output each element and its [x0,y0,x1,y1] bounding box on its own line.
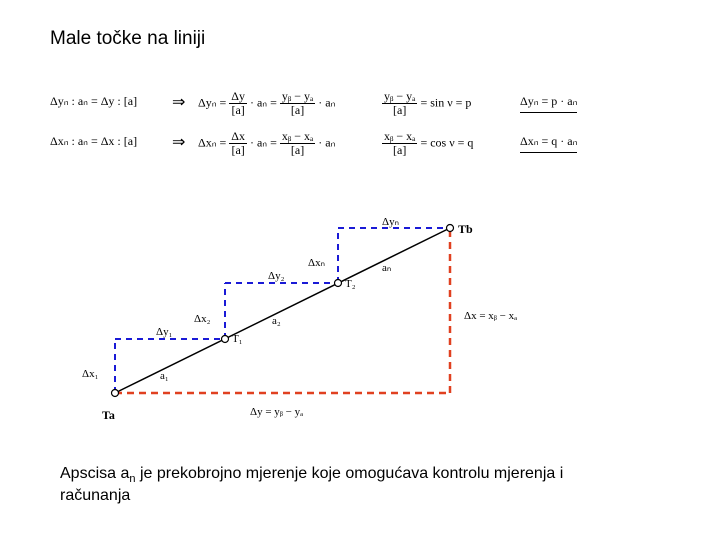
frac-den: [a] [229,104,247,117]
caption: Apscisa an je prekobrojno mjerenje koje … [60,464,620,507]
frac-num: yᵦ − yₐ [280,90,315,104]
diagram-label-Dx: Δx = xᵦ − xₐ [464,310,517,322]
frac-num: xᵦ − xₐ [382,130,417,144]
diagram-label-T1: T₁ [232,333,243,345]
frac-num: xᵦ − xₐ [280,130,315,144]
frac-den: [a] [280,104,315,117]
diagram-label-dy1: Δy₁ [156,326,172,338]
diagram-label-a2: a₂ [272,315,281,327]
eq-text: Δxₙ = [198,135,229,149]
eq-r2-cos: xᵦ − xₐ[a] = cos ν = q [382,130,473,157]
eq-text: = cos ν = q [420,135,473,149]
caption-p1: Apscisa a [60,465,129,482]
diagram: Ta Tb T₁ T₂ Δx₁ Δx₂ Δxₙ Δy₁ Δy₂ Δyₙ a₁ a₂ aₙ Δy = yᵦ … [60,198,580,428]
eq-r1-sin: yᵦ − yₐ[a] = sin ν = p [382,90,471,117]
eq-text: · aₙ = [250,135,280,149]
eq-r2-box: Δxₙ = q · aₙ [520,134,577,153]
frac-num: Δx [229,130,247,144]
frac-num: yᵦ − yₐ [382,90,417,104]
arrow-icon: ⇒ [172,92,185,112]
eq-r1-box: Δyₙ = p · aₙ [520,94,577,113]
equation-block: Δyₙ : aₙ = Δy : [a] ⇒ Δyₙ = Δy[a] · aₙ =… [50,90,670,170]
eq-text: · aₙ = [250,95,280,109]
page-title: Male točke na liniji [50,28,205,50]
frac-den: [a] [280,144,315,157]
page: Male točke na liniji Δyₙ : aₙ = Δy : [a]… [0,0,720,540]
eq-r2-mid: Δxₙ = Δx[a] · aₙ = xᵦ − xₐ[a] · aₙ [198,130,335,157]
diagram-label-Ta: Ta [102,408,115,423]
diagram-label-dy2: Δy₂ [268,270,284,282]
frac-den: [a] [382,144,417,157]
diagram-label-T2: T₂ [345,278,356,290]
frac-num: Δy [229,90,247,104]
diagram-label-dxn: Δxₙ [308,256,325,269]
eq-r1-lhs: Δyₙ : aₙ = Δy : [a] [50,94,137,109]
eq-text: · aₙ [318,135,335,149]
eq-r1-mid: Δyₙ = Δy[a] · aₙ = yᵦ − yₐ[a] · aₙ [198,90,335,117]
arrow-icon: ⇒ [172,132,185,152]
diagram-label-dyn: Δyₙ [382,215,399,228]
diagram-label-a1: a₁ [160,370,169,382]
frac-den: [a] [229,144,247,157]
eq-text: = sin ν = p [420,95,471,109]
eq-r2-lhs: Δxₙ : aₙ = Δx : [a] [50,134,137,149]
eq-text: Δyₙ = [198,95,229,109]
frac-den: [a] [382,104,417,117]
diagram-label-an: aₙ [382,261,391,274]
diagram-label-dx1: Δx₁ [82,368,98,380]
diagram-label-dx2: Δx₂ [194,313,210,325]
eq-text: · aₙ [318,95,335,109]
diagram-label-Tb: Tb [458,222,473,237]
diagram-label-Dy: Δy = yᵦ − yₐ [250,406,303,418]
